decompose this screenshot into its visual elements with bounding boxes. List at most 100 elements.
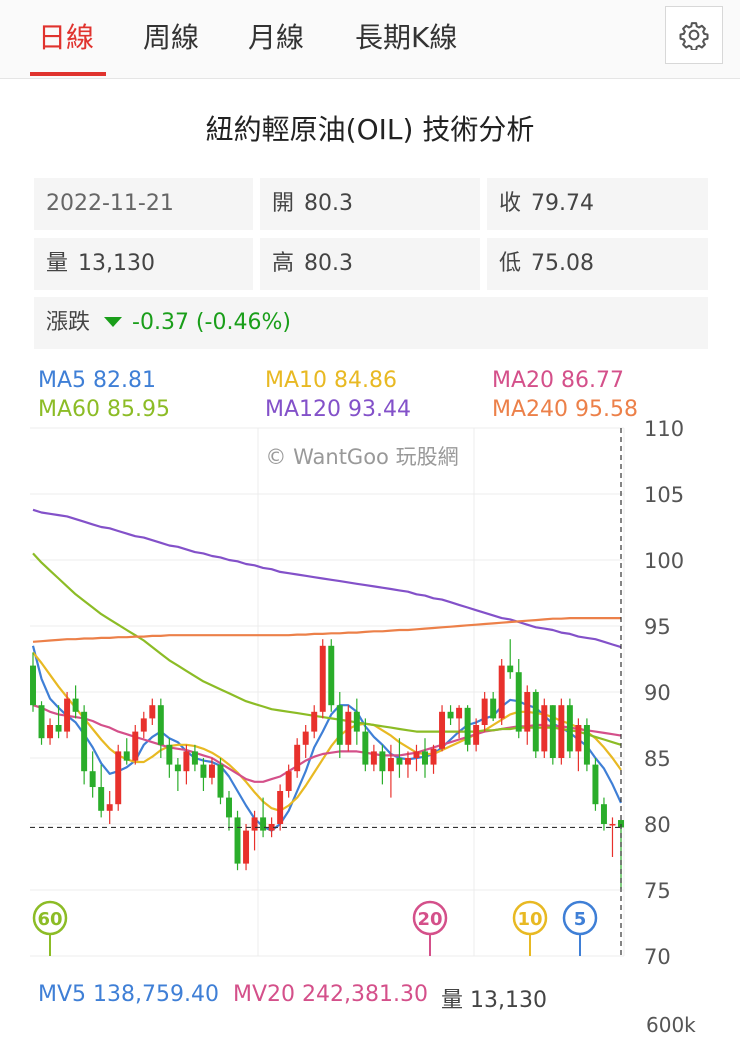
candle-body [456,707,463,719]
candle [98,764,105,818]
candle [55,705,62,739]
marker-circle [412,900,448,936]
candle-body [609,824,616,826]
candle-body [336,705,343,745]
candle-body [583,725,590,765]
candle-body [47,725,54,739]
candle-body [251,817,258,831]
settings-button[interactable] [665,6,723,64]
candle [600,797,607,831]
gear-icon [679,22,709,50]
candle-body [439,711,446,749]
candle [226,791,232,831]
tab-weekly[interactable]: 周線 [143,21,200,54]
info-change: 漲跌 -0.37 (-0.46%) [34,297,708,349]
candle-body [38,705,45,739]
ma-markers: 60 20 10 5 [32,900,598,956]
candle-body [132,731,139,761]
tab-long-term[interactable]: 長期K線 [355,21,458,54]
candle-body [507,665,514,673]
candle-body [524,692,531,732]
candle [81,705,88,785]
candle [507,639,514,679]
candle-body [404,758,411,765]
y-tick-label: 80 [644,813,671,837]
candle-body [618,820,624,828]
candle [481,692,488,732]
candle-body [55,725,62,732]
tab-monthly[interactable]: 月線 [248,21,305,54]
tab-daily[interactable]: 日線 [38,21,95,54]
candle [294,738,301,778]
candle-body [166,744,173,765]
candle [541,698,548,758]
marker-circle [32,900,68,936]
candle [549,705,556,765]
candle [404,751,411,778]
volume-value: 13,130 [78,251,155,276]
candle-body [447,711,454,719]
y-axis: 110 105 100 95 90 85 80 75 70 [644,420,684,969]
candle-body [362,731,369,765]
candle [413,744,420,772]
candle [277,784,284,831]
marker-label: 60 [37,909,62,930]
candle-body [473,725,480,745]
candle [362,718,369,772]
active-tab-indicator [30,72,106,76]
candle-body [319,645,326,712]
close-label: 收 [499,191,522,216]
candle [575,718,582,772]
candle-body [566,705,573,752]
candle-body [541,705,548,752]
candle-body [532,692,539,752]
candle-body [370,751,377,765]
y-tick-label: 95 [644,615,671,639]
candle [430,744,437,774]
candle [89,751,96,798]
candle [490,692,497,722]
candle-body [217,764,224,798]
candle [609,817,616,857]
volume-axis-label: 600k [646,1013,696,1037]
info-open: 開 80.3 [260,178,480,230]
candle [387,744,394,798]
high-value: 80.3 [304,251,353,276]
candle [200,758,207,791]
candle [422,738,428,778]
candle-body [600,804,607,824]
y-tick-label: 90 [644,681,671,705]
candle [149,698,156,725]
candle-body [481,698,488,725]
candle-body [490,698,497,719]
candle [524,685,531,745]
candle-body [294,744,301,772]
date-value: 2022-11-21 [46,191,174,216]
candle [183,744,190,785]
candle [268,817,275,838]
candle-body [106,804,113,811]
ma120-legend: MA120 93.44 [265,397,411,422]
candle-body [81,711,88,772]
candle [132,725,139,765]
candle-body [302,731,309,745]
candle [38,701,45,745]
candle-body [515,672,522,732]
candle-body [379,751,386,772]
candle [345,705,352,752]
candle [456,705,463,739]
y-tick-label: 110 [644,420,684,441]
candle-body [226,797,232,818]
candle [243,824,250,871]
candle [439,705,446,752]
open-value: 80.3 [304,191,353,216]
close-value: 79.74 [531,191,594,216]
candle-body [345,711,352,745]
candle-body [422,751,428,765]
candle [285,764,292,798]
candle [558,698,565,765]
candle-body [174,764,181,772]
candle [498,659,505,725]
candle-body [277,791,284,824]
